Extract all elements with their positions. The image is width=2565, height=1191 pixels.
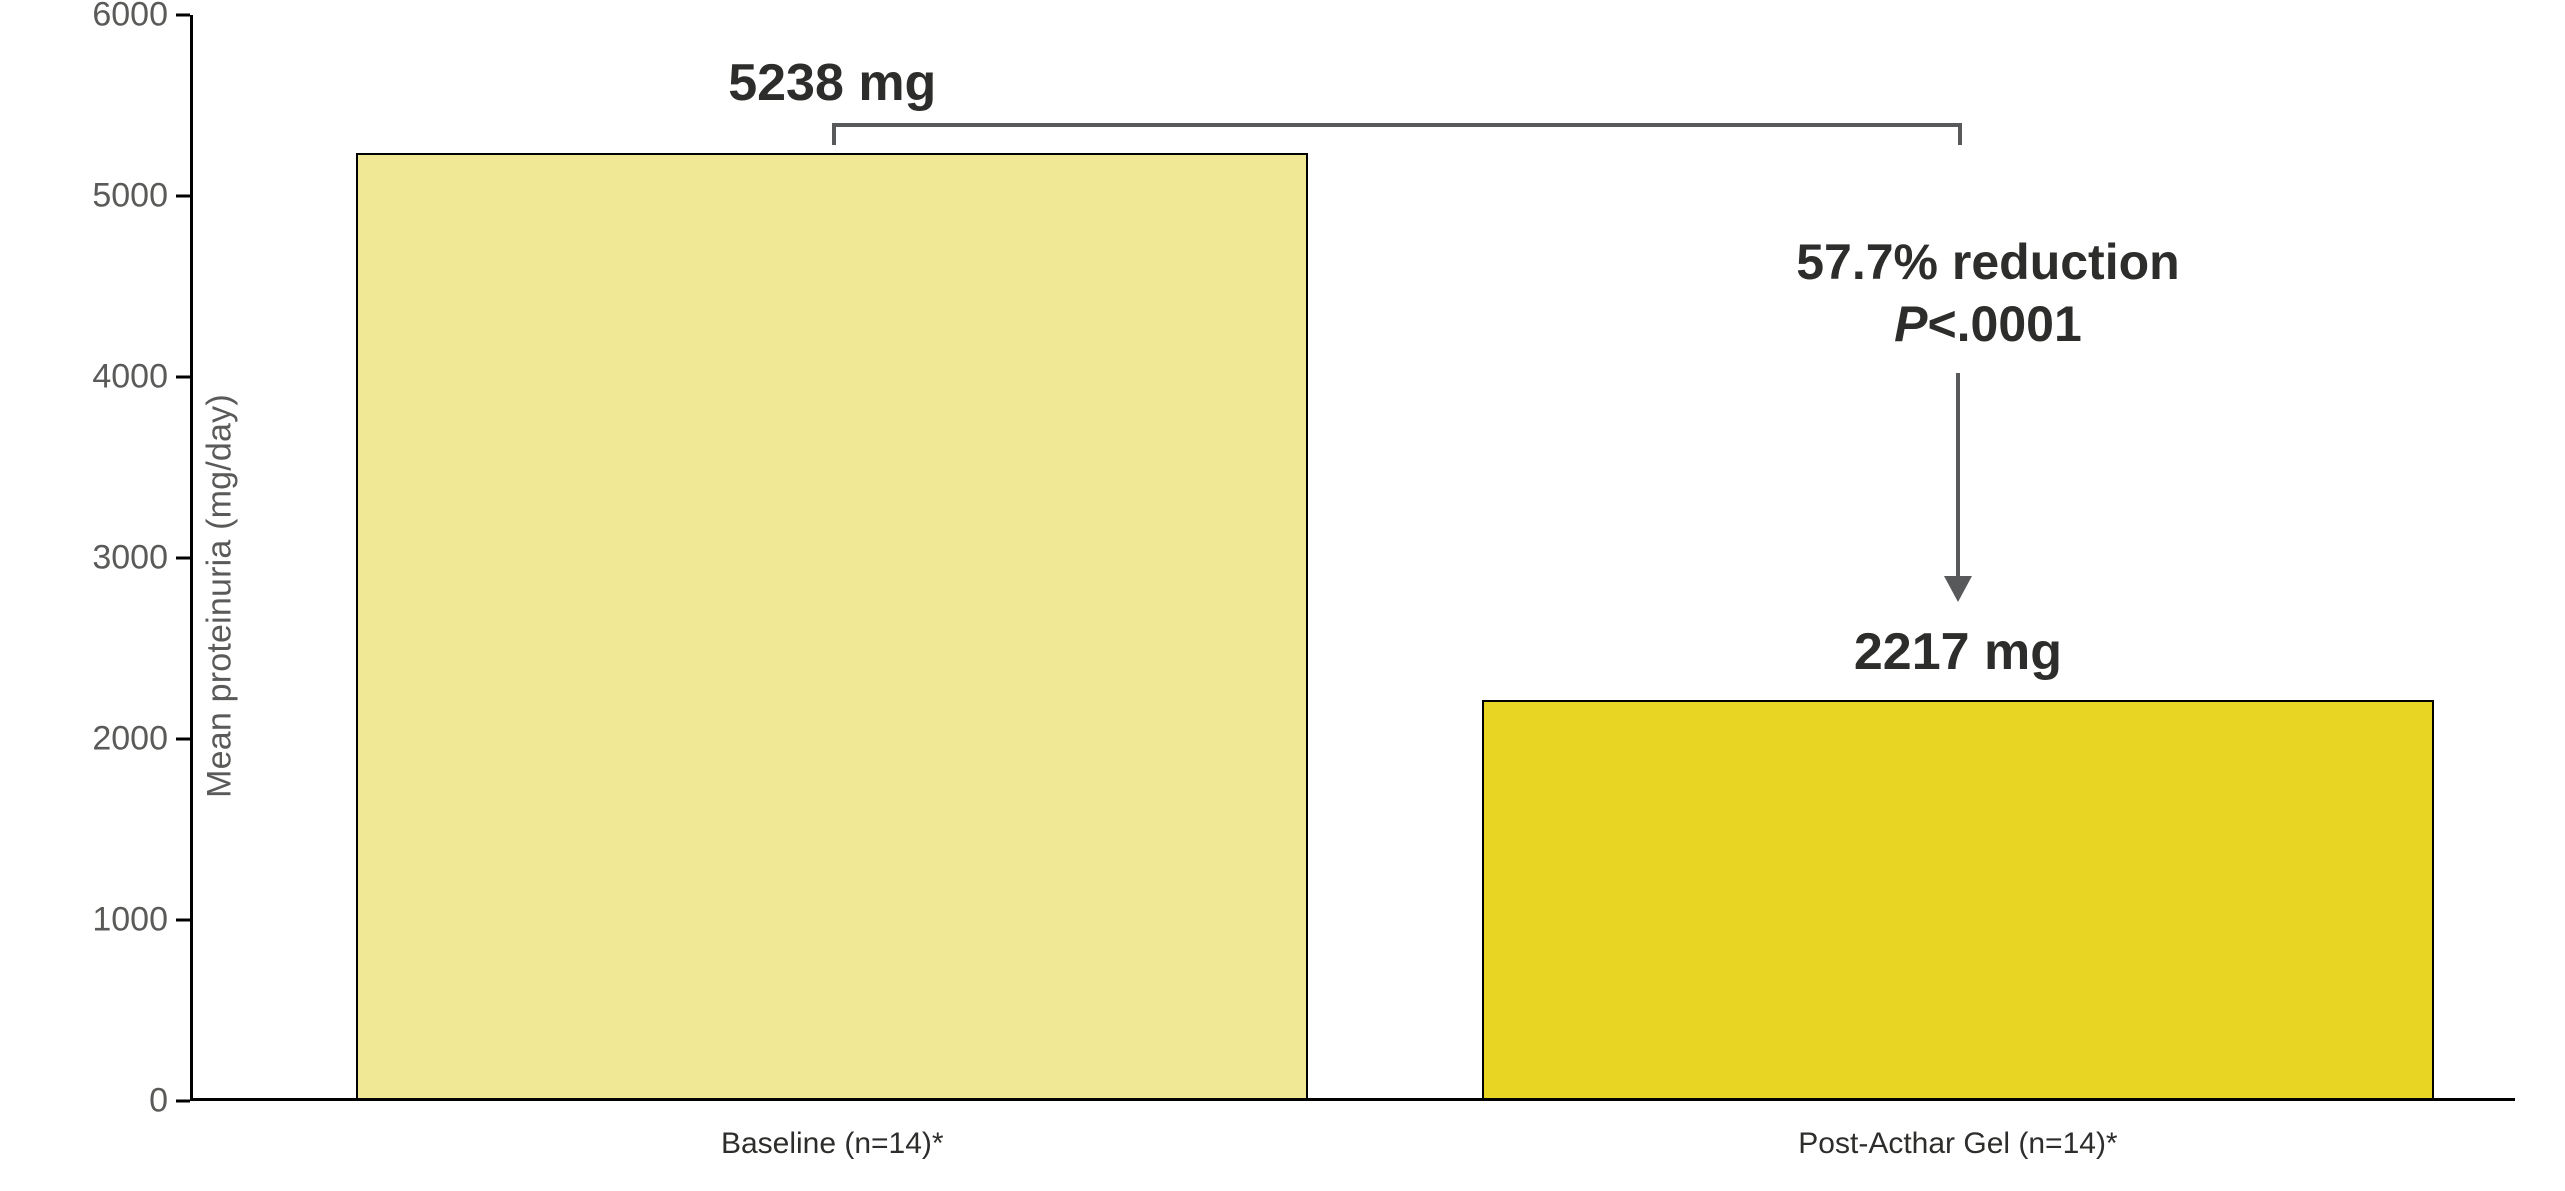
value-label-baseline: 5238 mg xyxy=(728,53,936,113)
plot-area: 0100020003000400050006000Baseline (n=14)… xyxy=(190,15,2515,1101)
down-arrow-icon xyxy=(1956,373,1960,580)
y-tick xyxy=(176,919,190,922)
y-tick xyxy=(176,14,190,17)
y-tick xyxy=(176,195,190,198)
y-tick-label: 5000 xyxy=(92,177,168,216)
y-tick-label: 3000 xyxy=(92,539,168,578)
x-axis-line xyxy=(190,1098,2515,1101)
y-tick xyxy=(176,557,190,560)
pvalue-annotation: P<.0001 xyxy=(1894,295,2082,353)
y-axis-line xyxy=(190,15,193,1101)
y-tick-label: 0 xyxy=(149,1082,168,1121)
y-tick-label: 1000 xyxy=(92,901,168,940)
y-tick-label: 4000 xyxy=(92,358,168,397)
reduction-annotation: 57.7% reduction xyxy=(1796,233,2179,291)
x-category-label: Baseline (n=14)* xyxy=(721,1127,944,1161)
down-arrow-head-icon xyxy=(1944,576,1972,602)
proteinuria-bar-chart: Mean proteinuria (mg/day) 01000200030004… xyxy=(0,0,2565,1191)
bar-baseline xyxy=(356,153,1308,1098)
y-tick xyxy=(176,738,190,741)
y-tick-label: 6000 xyxy=(92,0,168,35)
value-label-post: 2217 mg xyxy=(1854,622,2062,682)
bar-post-treatment xyxy=(1482,700,2434,1098)
y-tick xyxy=(176,376,190,379)
x-category-label: Post-Acthar Gel (n=14)* xyxy=(1798,1127,2117,1161)
y-tick xyxy=(176,1100,190,1103)
y-tick-label: 2000 xyxy=(92,720,168,759)
